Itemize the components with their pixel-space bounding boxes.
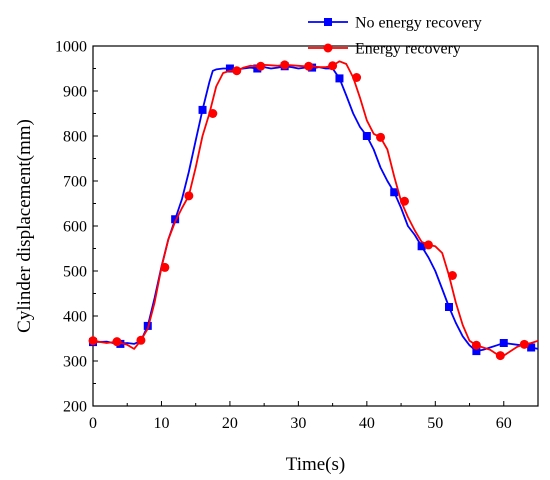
legend-no-energy-recovery-marker: [324, 18, 332, 26]
x-tick-label: 40: [359, 415, 375, 432]
data-point-no-energy-recovery-marker: [362, 132, 371, 140]
data-point-energy-recovery-marker: [400, 196, 409, 206]
data-point-energy-recovery-marker: [304, 61, 314, 71]
data-point-no-energy-recovery-marker: [390, 188, 399, 197]
data-point-no-energy-recovery-marker: [198, 105, 207, 114]
data-point-no-energy-recovery-marker: [225, 64, 234, 73]
y-tick-label: 400: [63, 309, 87, 326]
series-layer: [88, 60, 539, 361]
y-tick-label: 200: [63, 399, 87, 416]
data-point-energy-recovery-marker: [423, 240, 433, 250]
data-point-no-energy-recovery-marker: [527, 343, 536, 352]
x-axis-ticks: 0 10 20 30 40 50 60: [89, 401, 512, 432]
data-point-energy-recovery-marker: [519, 339, 529, 349]
data-point-energy-recovery-marker: [376, 132, 386, 142]
data-point-no-energy-recovery-marker: [417, 242, 426, 251]
data-point-energy-recovery-marker: [88, 336, 98, 346]
x-tick-label: 10: [153, 415, 169, 432]
x-tick-label: 20: [222, 415, 238, 432]
data-point-energy-recovery-marker: [184, 191, 194, 201]
legend-energy-recovery-marker: [323, 43, 333, 53]
plot-frame: [92, 45, 539, 407]
data-point-no-energy-recovery-marker: [472, 347, 481, 356]
legend-label-no-energy-recovery: No energy recovery: [355, 15, 482, 32]
data-point-energy-recovery-marker: [352, 73, 362, 82]
data-point-no-energy-recovery-marker: [499, 339, 508, 347]
data-point-energy-recovery-marker: [447, 271, 457, 280]
series-no-energy-recovery: [89, 62, 539, 356]
data-point-energy-recovery-marker: [136, 335, 146, 345]
x-axis-label: Time(s): [286, 454, 345, 475]
series-line-energy-recovery: [92, 60, 539, 357]
x-tick-label: 30: [290, 415, 306, 432]
data-point-energy-recovery-marker: [495, 351, 505, 361]
data-point-no-energy-recovery-marker: [335, 74, 344, 83]
series-energy-recovery: [88, 60, 539, 361]
x-tick-label: 50: [427, 415, 443, 432]
data-point-energy-recovery-marker: [280, 60, 290, 70]
y-axis-ticks: 200 300 400 500 600 700 800 900 1000: [55, 39, 98, 416]
x-tick-label: 0: [89, 415, 97, 432]
y-tick-label: 700: [63, 174, 87, 191]
x-tick-label: 60: [496, 415, 512, 432]
data-point-energy-recovery-marker: [112, 337, 122, 347]
data-point-no-energy-recovery-marker: [445, 303, 453, 311]
y-tick-label: 600: [63, 219, 87, 236]
data-point-energy-recovery-marker: [471, 340, 481, 350]
data-point-energy-recovery-marker: [160, 262, 170, 272]
legend-label-energy-recovery: Energy recovery: [355, 41, 461, 58]
data-point-energy-recovery-marker: [328, 61, 338, 71]
y-tick-label: 900: [63, 84, 87, 101]
y-axis-label: Cylinder displacement(mm): [14, 119, 35, 333]
series-line-no-energy-recovery: [92, 65, 539, 353]
data-point-energy-recovery-marker: [232, 66, 242, 76]
data-point-energy-recovery-marker: [256, 61, 266, 71]
legend: No energy recovery Energy recovery: [308, 15, 482, 58]
y-tick-label: 300: [63, 354, 87, 371]
y-tick-label: 1000: [55, 39, 87, 56]
y-tick-label: 500: [63, 264, 87, 281]
y-tick-label: 800: [63, 129, 87, 146]
data-point-no-energy-recovery-marker: [171, 215, 180, 224]
data-point-energy-recovery-marker: [208, 109, 218, 118]
legend-item-no-energy-recovery: No energy recovery: [308, 15, 482, 32]
legend-item-energy-recovery: Energy recovery: [308, 41, 461, 58]
